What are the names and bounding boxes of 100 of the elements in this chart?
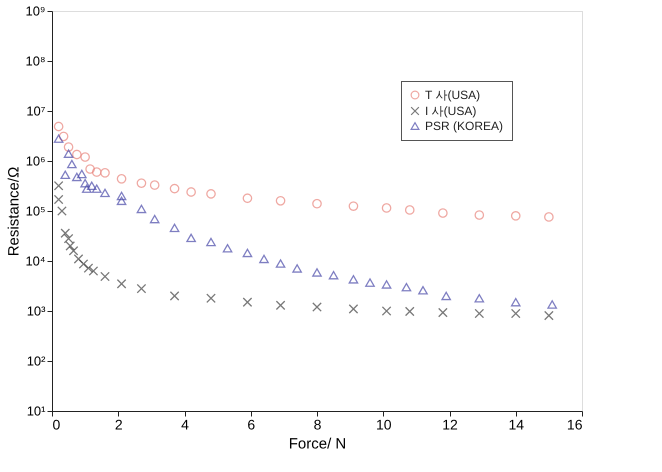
point — [438, 308, 448, 318]
point — [404, 306, 415, 316]
point — [206, 293, 216, 304]
point — [438, 208, 448, 218]
point — [72, 172, 82, 182]
point — [312, 268, 322, 277]
point — [348, 275, 358, 284]
point — [54, 134, 64, 143]
point — [78, 259, 88, 269]
point — [116, 174, 126, 184]
point — [474, 294, 484, 303]
point — [116, 192, 126, 200]
point — [276, 259, 286, 268]
y-tick-label: 10⁵ — [26, 204, 46, 218]
point — [170, 291, 180, 301]
point — [54, 122, 64, 132]
point — [72, 150, 82, 160]
point — [64, 142, 74, 152]
point — [85, 164, 95, 174]
point — [222, 244, 232, 253]
y-tick-label: 10² — [26, 354, 46, 368]
point — [68, 246, 78, 256]
point — [259, 254, 269, 264]
point — [80, 152, 90, 162]
point — [242, 248, 252, 258]
point — [402, 282, 412, 292]
point — [242, 297, 252, 308]
point — [544, 212, 554, 222]
x-tick-label: 10 — [376, 416, 392, 432]
point — [80, 178, 90, 188]
point — [544, 310, 554, 320]
point — [441, 292, 452, 300]
point — [510, 298, 521, 306]
point — [312, 302, 322, 312]
point — [100, 188, 110, 198]
point — [510, 211, 521, 221]
point — [348, 201, 358, 211]
point — [86, 181, 97, 190]
point — [74, 254, 84, 264]
legend-label: I 사(USA) — [425, 104, 476, 118]
point — [382, 280, 392, 289]
point — [92, 167, 102, 177]
point — [82, 184, 92, 193]
point — [150, 214, 160, 224]
point — [64, 149, 74, 158]
point — [136, 204, 146, 214]
point — [382, 203, 392, 213]
point — [64, 234, 74, 244]
point — [170, 224, 180, 232]
y-tick-label: 10⁹ — [25, 4, 46, 18]
point — [510, 308, 521, 318]
x-tick-label: 14 — [508, 416, 524, 432]
point — [170, 184, 180, 194]
point — [60, 228, 70, 238]
point — [150, 180, 160, 190]
point — [404, 205, 415, 215]
x-tick-label: 12 — [442, 416, 458, 432]
legend-label: T 사(USA) — [425, 88, 480, 102]
point — [206, 238, 216, 246]
point — [54, 194, 64, 204]
point — [276, 196, 286, 206]
x-axis-title: Force/ N — [288, 436, 346, 452]
point — [186, 234, 196, 242]
point — [136, 284, 146, 294]
point — [65, 241, 76, 251]
x-tick-label: 0 — [52, 416, 60, 432]
point — [60, 170, 70, 180]
point — [100, 168, 110, 178]
point — [116, 278, 126, 289]
point — [348, 304, 358, 314]
x-tick-label: 6 — [247, 416, 256, 432]
point — [382, 306, 392, 316]
point — [84, 263, 94, 273]
point — [54, 180, 64, 191]
y-tick-label: 10⁷ — [26, 104, 46, 118]
y-tick-label: 10⁴ — [25, 254, 46, 268]
x-tick-label: 16 — [566, 416, 583, 432]
point — [88, 266, 98, 276]
y-tick-label: 10³ — [26, 304, 46, 318]
y-axis-title: Resistance/Ω — [5, 166, 22, 256]
point — [67, 160, 77, 168]
point — [547, 300, 558, 309]
y-tick-label: 10¹ — [26, 404, 46, 418]
point — [312, 198, 322, 209]
point — [57, 206, 67, 216]
point — [242, 193, 252, 204]
x-tick-label: 2 — [114, 416, 123, 432]
point — [100, 272, 110, 282]
legend-label: PSR (KOREA) — [425, 119, 504, 133]
point — [328, 270, 338, 280]
point — [186, 187, 196, 197]
point — [292, 264, 302, 273]
point — [276, 300, 286, 310]
point — [418, 286, 428, 295]
point — [206, 189, 216, 199]
y-tick-label: 10⁸ — [26, 54, 46, 68]
point — [92, 184, 102, 193]
point — [76, 170, 87, 178]
x-tick-label: 4 — [181, 416, 190, 432]
point — [474, 210, 484, 220]
